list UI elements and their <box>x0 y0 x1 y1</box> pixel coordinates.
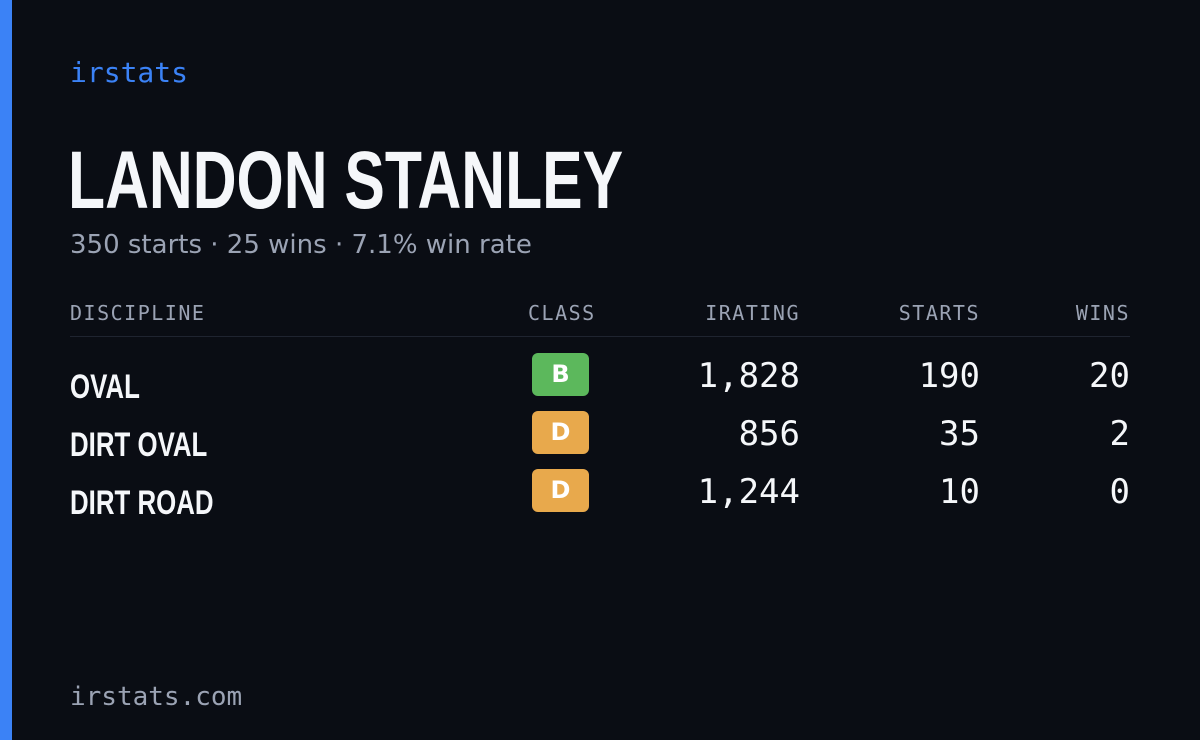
driver-name: LANDON STANLEY <box>68 135 624 226</box>
table-row: DIRT OVAL D 856 35 2 <box>70 411 1130 469</box>
starts-value: 35 <box>939 414 980 454</box>
discipline-name: OVAL <box>70 368 140 406</box>
irating-value: 856 <box>738 414 800 454</box>
summary-starts: 350 starts <box>70 230 202 260</box>
header-starts: STARTS <box>898 301 980 325</box>
summary-wins: 25 wins <box>226 230 327 260</box>
header-wins: WINS <box>1075 301 1130 325</box>
class-badge: D <box>532 411 589 454</box>
starts-value: 10 <box>939 472 980 512</box>
class-badge: D <box>532 469 589 512</box>
discipline-name: DIRT ROAD <box>70 484 214 522</box>
footer-domain: irstats.com <box>70 682 243 712</box>
irating-value: 1,828 <box>697 356 800 396</box>
brand-logo: irstats <box>70 56 189 89</box>
wins-value: 20 <box>1089 356 1130 396</box>
summary-win-rate: 7.1% win rate <box>351 230 532 260</box>
header-discipline: DISCIPLINE <box>70 301 206 325</box>
table-row: DIRT ROAD D 1,244 10 0 <box>70 469 1130 527</box>
class-badge: B <box>532 353 589 396</box>
accent-bar <box>0 0 12 740</box>
irating-value: 1,244 <box>697 472 800 512</box>
table-row: OVAL B 1,828 190 20 <box>70 353 1130 411</box>
discipline-name: DIRT OVAL <box>70 426 208 464</box>
summary-separator: · <box>334 230 344 260</box>
header-class: CLASS <box>528 301 596 325</box>
driver-summary: 350 starts · 25 wins · 7.1% win rate <box>70 228 532 262</box>
wins-value: 0 <box>1109 472 1130 512</box>
discipline-table: DISCIPLINE CLASS IRATING STARTS WINS OVA… <box>70 298 1130 527</box>
table-body: OVAL B 1,828 190 20 DIRT OVAL D 856 35 2… <box>70 353 1130 527</box>
starts-value: 190 <box>918 356 980 396</box>
summary-separator: · <box>210 230 219 260</box>
table-header: DISCIPLINE CLASS IRATING STARTS WINS <box>70 298 1130 337</box>
header-irating: IRATING <box>705 301 800 325</box>
wins-value: 2 <box>1109 414 1130 454</box>
